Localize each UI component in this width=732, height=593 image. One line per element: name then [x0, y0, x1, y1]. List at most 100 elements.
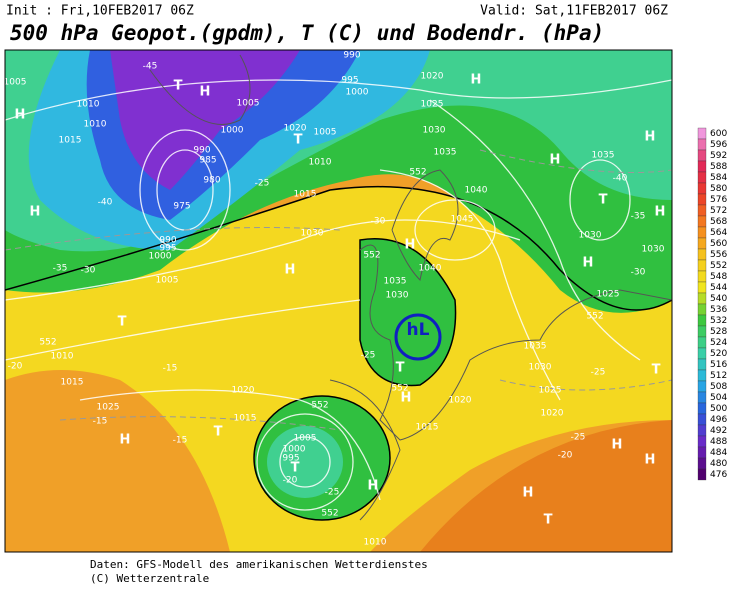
legend-swatch — [697, 193, 707, 206]
contour-label: 1015 — [416, 423, 439, 433]
contour-label: 1020 — [284, 124, 307, 134]
contour-label: 995 — [159, 244, 176, 254]
contour-label: -40 — [98, 198, 113, 208]
contour-label: 1035 — [384, 277, 407, 287]
legend-label: 556 — [710, 250, 727, 260]
pressure-center: H — [200, 85, 211, 100]
legend-swatch — [697, 446, 707, 459]
contour-label: -30 — [631, 268, 646, 278]
legend-label: 600 — [710, 129, 727, 139]
contour-label: -20 — [283, 476, 298, 486]
contour-label: 1010 — [51, 352, 74, 362]
legend-swatch — [697, 182, 707, 195]
legend-swatch — [697, 424, 707, 437]
legend-label: 576 — [710, 195, 727, 205]
contour-label: 1020 — [421, 72, 444, 82]
legend-label: 516 — [710, 360, 727, 370]
legend-label: 596 — [710, 140, 727, 150]
contour-label: -25 — [571, 433, 586, 443]
legend-swatch — [697, 336, 707, 349]
contour-label: 1015 — [59, 136, 82, 146]
legend-swatch — [697, 160, 707, 173]
contour-label: 1045 — [451, 215, 474, 225]
pressure-center: H — [612, 438, 623, 453]
pressure-center: H — [120, 433, 131, 448]
legend-swatch — [697, 292, 707, 305]
contour-label: 1000 — [221, 126, 244, 136]
pressure-center: T — [294, 133, 303, 148]
legend-swatch — [697, 171, 707, 184]
contour-label: 552 — [363, 251, 380, 261]
contour-label: -15 — [163, 364, 178, 374]
contour-label: 1025 — [421, 100, 444, 110]
legend-swatch — [697, 457, 707, 470]
footer-line: Daten: GFS-Modell des amerikanischen Wet… — [90, 558, 428, 571]
legend-label: 532 — [710, 316, 727, 326]
pressure-center: H — [645, 453, 656, 468]
pressure-center: T — [599, 193, 608, 208]
contour-label: -25 — [255, 179, 270, 189]
legend-label: 564 — [710, 228, 727, 238]
contour-label: 1040 — [419, 264, 442, 274]
contour-label: 1010 — [309, 158, 332, 168]
pressure-center: H — [645, 130, 656, 145]
contour-label: 975 — [173, 202, 190, 212]
contour-label: 552 — [586, 312, 603, 322]
pressure-center: T — [652, 363, 661, 378]
contour-label: 1015 — [294, 190, 317, 200]
contour-label: -40 — [613, 174, 628, 184]
contour-label: 1035 — [434, 148, 457, 158]
contour-label: -45 — [143, 62, 158, 72]
contour-label: 1010 — [77, 100, 100, 110]
legend-label: 552 — [710, 261, 727, 271]
pressure-center: H — [15, 108, 26, 123]
contour-label: 1030 — [529, 363, 552, 373]
contour-label: -30 — [81, 266, 96, 276]
pressure-center: T — [291, 461, 300, 476]
contour-label: 1040 — [465, 186, 488, 196]
contour-label: -15 — [173, 436, 188, 446]
legend-label: 588 — [710, 162, 727, 172]
legend-swatch — [697, 347, 707, 360]
legend-label: 504 — [710, 393, 727, 403]
pressure-center: H — [401, 391, 412, 406]
legend-label: 544 — [710, 283, 727, 293]
contour-label: 552 — [39, 338, 56, 348]
pressure-center: H — [583, 256, 594, 271]
contour-label: 990 — [159, 236, 176, 246]
contour-label: 1030 — [386, 291, 409, 301]
contour-label: 1010 — [364, 538, 387, 548]
contour-label: 1005 — [294, 434, 317, 444]
pressure-center: H — [30, 205, 41, 220]
contour-label: -15 — [93, 417, 108, 427]
pressure-center: H — [368, 479, 379, 494]
legend-label: 512 — [710, 371, 727, 381]
legend-label: 592 — [710, 151, 727, 161]
init-time: Init : Fri,10FEB2017 06Z — [6, 4, 194, 19]
contour-label: 1015 — [61, 378, 84, 388]
footer-line: (C) Wetterzentrale — [90, 572, 209, 585]
legend-label: 580 — [710, 184, 727, 194]
contour-label: -35 — [53, 264, 68, 274]
legend-swatch — [697, 215, 707, 228]
legend-swatch — [697, 380, 707, 393]
contour-label: 1020 — [541, 409, 564, 419]
legend-label: 488 — [710, 437, 727, 447]
contour-label: 980 — [203, 176, 220, 186]
contour-label: 1015 — [234, 414, 257, 424]
pressure-center: T — [118, 315, 127, 330]
legend-swatch — [697, 413, 707, 426]
pressure-center: hL — [407, 320, 430, 340]
contour-label: 985 — [199, 156, 216, 166]
contour-label: 1025 — [97, 403, 120, 413]
legend-label: 520 — [710, 349, 727, 359]
contour-label: -25 — [361, 351, 376, 361]
contour-label: 995 — [341, 76, 358, 86]
pressure-center: H — [471, 73, 482, 88]
contour-label: 1005 — [4, 78, 27, 88]
legend-label: 480 — [710, 459, 727, 469]
pressure-center: T — [544, 513, 553, 528]
legend-swatch — [697, 149, 707, 162]
pressure-center: T — [174, 79, 183, 94]
